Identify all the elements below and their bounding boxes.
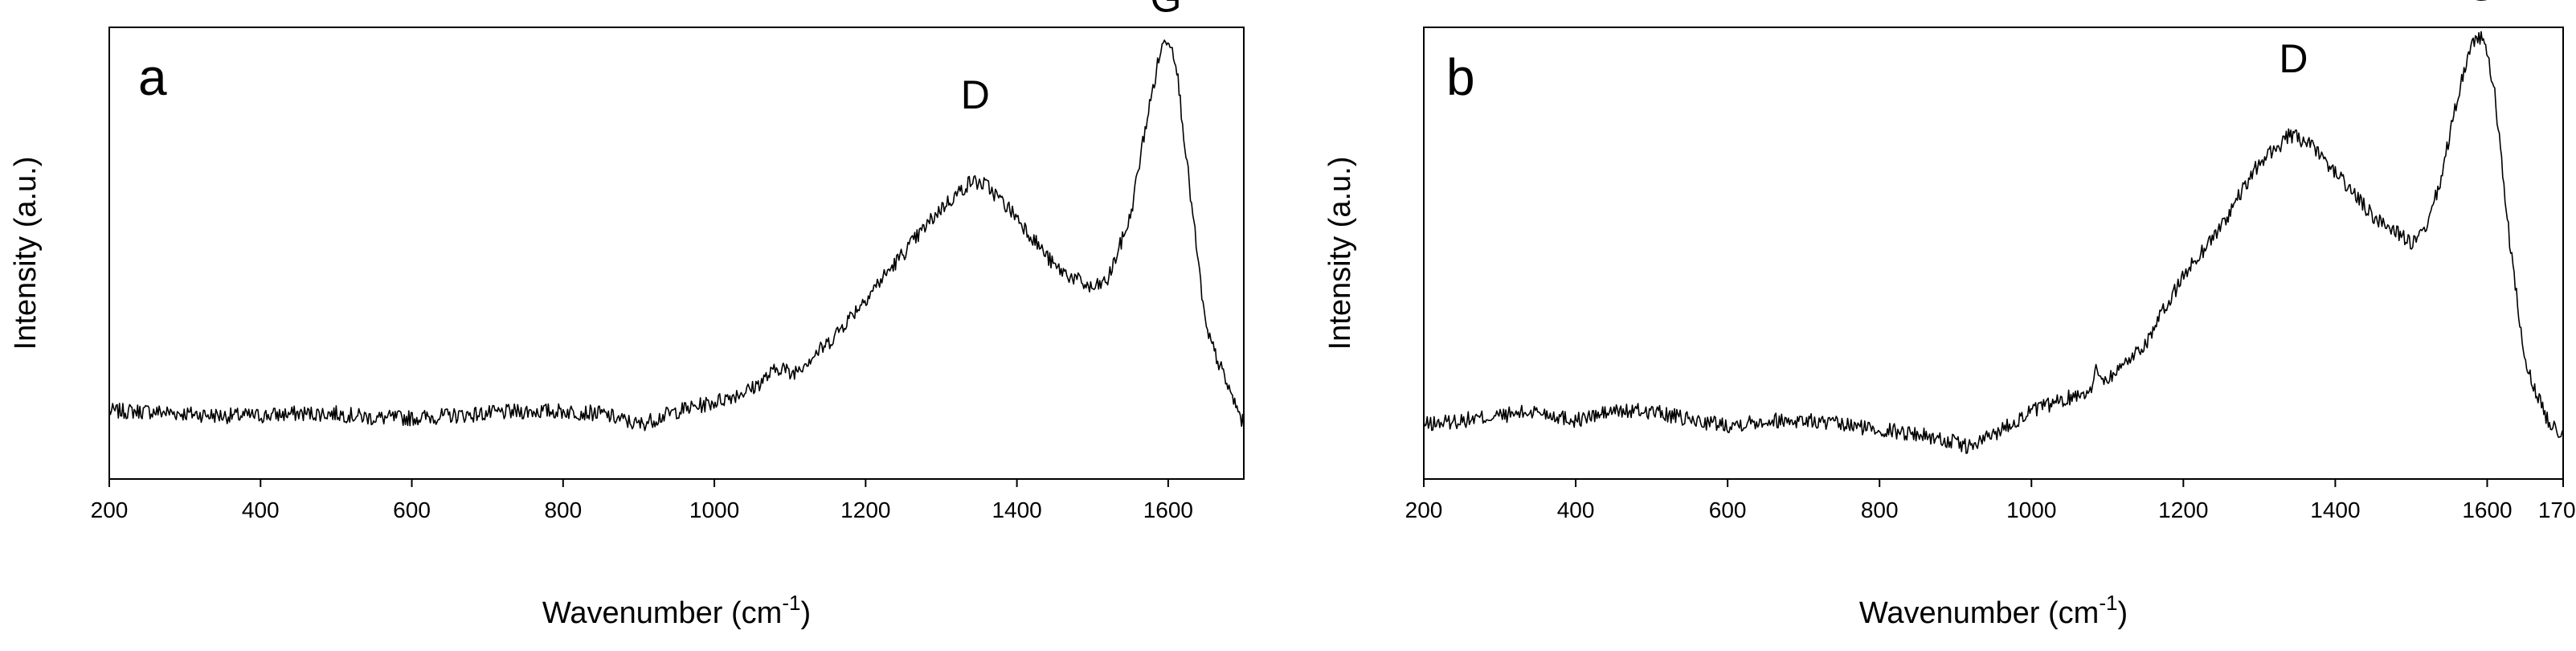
- x-tick-label: 1400: [2310, 497, 2360, 522]
- x-tick-label: 600: [1709, 497, 1747, 522]
- peak-label-g: G: [1151, 0, 1182, 20]
- panel-b: 200 400 600 800 1000 1200 1400 1600 1700 Wavenumb…: [1323, 0, 2576, 630]
- x-tick-label: 1400: [992, 497, 1041, 522]
- x-axis-title: Wavenumber (cm-1): [1859, 591, 2128, 630]
- x-tick-label: 1000: [2006, 497, 2056, 522]
- x-tick-label: 800: [544, 497, 582, 522]
- peak-label-d: D: [2279, 36, 2308, 81]
- x-tick-label: 1200: [840, 497, 890, 522]
- panel-label: a: [138, 48, 167, 106]
- x-tick-label: 1000: [689, 497, 739, 522]
- x-tick-label: 800: [1861, 497, 1899, 522]
- plot-frame: [1423, 27, 2564, 480]
- x-tick-label: 400: [1557, 497, 1595, 522]
- x-tick-label: 200: [91, 497, 129, 522]
- spectrum-line: [1423, 31, 2564, 454]
- x-tick-label: 400: [242, 497, 280, 522]
- x-tick-label: 1600: [2462, 497, 2512, 522]
- panel-a: 200 400 600 800 1000 1200 1400 1600 Wavenumber (…: [9, 0, 1245, 630]
- peak-label-g: G: [2465, 0, 2496, 9]
- x-tick-label: 1200: [2158, 497, 2208, 522]
- panel-label: b: [1446, 48, 1475, 106]
- y-axis-title: Intensity (a.u.): [9, 157, 43, 350]
- y-axis-title: Intensity (a.u.): [1323, 157, 1357, 350]
- x-axis-title: Wavenumber (cm-1): [542, 591, 811, 630]
- x-tick-label: 1600: [1143, 497, 1193, 522]
- x-tick-label: 200: [1405, 497, 1443, 522]
- spectrum-line: [108, 39, 1245, 432]
- x-tick-label: 600: [393, 497, 431, 522]
- x-tick-label: 1700: [2538, 497, 2576, 522]
- peak-label-d: D: [961, 72, 990, 117]
- plot-frame: [108, 27, 1245, 480]
